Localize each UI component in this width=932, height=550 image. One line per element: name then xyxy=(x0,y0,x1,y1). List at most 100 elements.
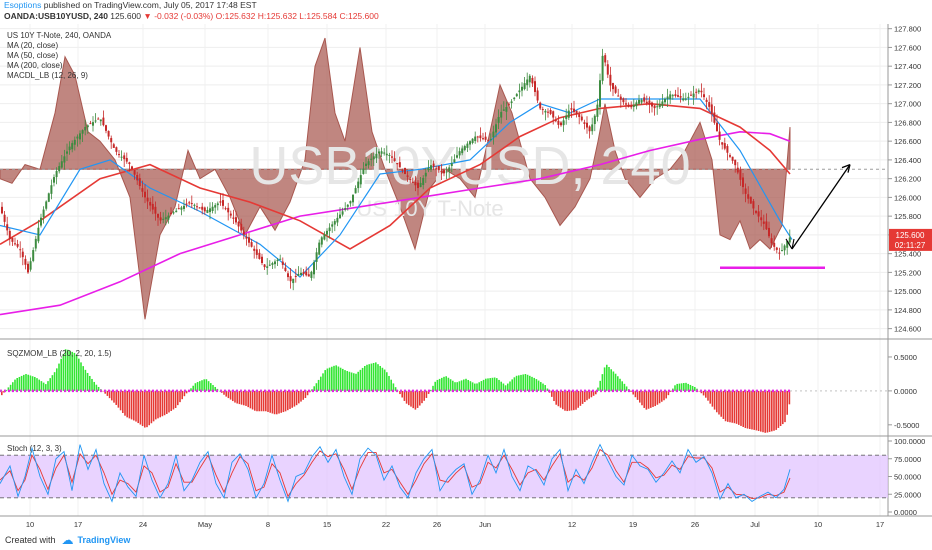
candle-body xyxy=(508,104,510,106)
watermark-name: US 10Y T-Note xyxy=(356,196,503,221)
candle-body xyxy=(440,171,443,173)
sqzmom-bar xyxy=(691,385,694,391)
sqzmom-histogram xyxy=(0,349,888,433)
price-tick-label: 125.800 xyxy=(894,212,921,221)
candle-body xyxy=(742,177,744,188)
price-tick-label: 127.400 xyxy=(894,62,921,71)
candle-body xyxy=(664,98,666,103)
sqzmom-bar xyxy=(570,390,573,411)
sqzmom-bar xyxy=(421,390,423,404)
candle-body xyxy=(151,203,154,210)
sqzmom-bar xyxy=(757,390,760,432)
tradingview-brand[interactable]: TradingView xyxy=(77,535,131,545)
candle-body xyxy=(596,104,599,117)
time-tick-label: 17 xyxy=(876,520,884,529)
sqzmom-bar xyxy=(746,390,749,429)
sqzmom-bar xyxy=(212,385,214,391)
candle-body xyxy=(729,155,731,157)
sqzmom-bar xyxy=(533,377,535,391)
price-axis[interactable]: 127.800 127.600 127.400 127.200 127.000 126.8… xyxy=(888,25,925,517)
sqzmom-bar xyxy=(218,390,221,392)
sqzmom-bar xyxy=(434,381,436,391)
sqzmom-bar xyxy=(144,390,146,428)
candle-body xyxy=(372,156,375,160)
candle-body xyxy=(768,227,770,237)
sqzmom-bar xyxy=(62,354,65,391)
chart-canvas[interactable]: USB10YUSD, 240 US 10Y T-Note US 10Y T-No… xyxy=(0,24,932,530)
candle-body xyxy=(76,136,79,139)
candle-body xyxy=(539,102,542,109)
legend-title: US 10Y T-Note, 240, OANDA xyxy=(7,31,112,40)
sqzmom-bar xyxy=(137,390,139,424)
sqzmom-bar xyxy=(185,390,188,394)
stochastic-pane[interactable]: Stoch (12, 3, 3) xyxy=(0,443,888,503)
candle-body xyxy=(632,104,635,107)
sqzmom-bar xyxy=(669,390,672,392)
time-tick-label: 26 xyxy=(691,520,699,529)
time-tick-label: 19 xyxy=(629,520,637,529)
candle-body xyxy=(162,218,165,220)
candle-body xyxy=(606,64,609,75)
price-tick-label: 127.000 xyxy=(894,100,921,109)
sqzmom-bar xyxy=(493,377,496,391)
sqzmom-bar xyxy=(573,390,575,411)
sqzmom-bar xyxy=(729,390,731,423)
sqzmom-bar xyxy=(577,390,579,408)
time-tick-label: May xyxy=(198,520,212,529)
sqzmom-bar xyxy=(513,377,516,391)
author-link[interactable]: Esoptions xyxy=(4,0,42,10)
sqzmom-bar xyxy=(201,380,203,391)
sqzmom-bar xyxy=(280,390,282,413)
sqzmom-bar xyxy=(636,390,639,400)
price-pane[interactable]: USB10YUSD, 240 US 10Y T-Note xyxy=(0,37,888,320)
candle-body xyxy=(453,159,456,163)
candle-body xyxy=(268,264,271,266)
sqzmom-pane[interactable]: SQZMOM_LB (20, 2, 20, 1.5) xyxy=(0,349,888,433)
candle-body xyxy=(627,104,630,108)
sqzmom-bar xyxy=(9,384,12,391)
sqzmom-bar xyxy=(606,364,608,391)
sqzmom-bar xyxy=(612,371,615,391)
candle-body xyxy=(1,206,3,214)
sqzmom-bar xyxy=(122,390,124,414)
sqzmom-bar xyxy=(84,369,87,391)
stochastic-lines xyxy=(0,443,888,503)
sqzmom-bar xyxy=(652,390,654,407)
countdown-tag: 02:11:27 xyxy=(895,241,926,250)
candle-body xyxy=(8,230,11,239)
candle-body xyxy=(66,151,68,154)
candle-body xyxy=(578,114,581,117)
time-axis[interactable]: 10 17 24 May 8 15 22 26 Jun 12 19 26 Jul 10 17 xyxy=(26,520,884,529)
candle-body xyxy=(279,258,282,260)
candle-body xyxy=(586,122,588,128)
sqzmom-bar xyxy=(18,376,21,391)
sqzmom-bar xyxy=(555,390,557,405)
candle-body xyxy=(674,94,677,96)
sqzmom-bar xyxy=(485,378,487,391)
sqzmom-bar xyxy=(353,373,355,391)
sqzmom-bar xyxy=(489,378,491,391)
candle-body xyxy=(318,242,321,255)
sqzmom-bar xyxy=(267,390,269,412)
candle-body xyxy=(206,209,209,213)
sqzmom-bar xyxy=(126,390,128,418)
sqzmom-bar xyxy=(368,364,370,391)
sqzmom-bar xyxy=(588,390,590,399)
candle-body xyxy=(209,208,211,213)
candle-body xyxy=(344,208,347,210)
candle-body xyxy=(232,217,235,219)
sqzmom-bar xyxy=(276,390,278,415)
candle-body xyxy=(422,177,425,186)
candle-body xyxy=(79,133,81,140)
sqzmom-bar xyxy=(680,383,683,391)
sqzmom-bar xyxy=(456,382,458,391)
price-tick-label: 124.800 xyxy=(894,306,921,315)
candle-body xyxy=(461,148,464,154)
sqzmom-bar xyxy=(410,390,412,407)
sqzmom-bar xyxy=(452,380,454,391)
ma20-path xyxy=(0,98,793,278)
candle-body xyxy=(224,208,227,210)
candle-body xyxy=(287,273,289,278)
candle-body xyxy=(736,167,739,173)
sqzmom-bar xyxy=(749,390,751,430)
